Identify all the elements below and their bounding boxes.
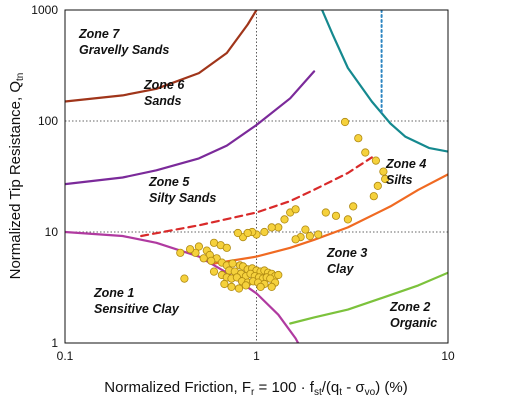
data-point [331,211,341,220]
zone-3-label: Zone 3 Clay [326,246,371,276]
data-point [369,192,378,201]
zone-6-label: Zone 6 Sands [143,78,188,108]
y-tick-label: 1 [51,336,58,350]
data-point [233,228,242,238]
data-point [349,202,358,211]
data-point [186,245,195,254]
data-point [227,282,236,291]
data-point [340,117,350,127]
data-point [241,281,250,290]
x-tick-label: 10 [441,349,455,363]
zone4-cap-boundary [321,10,448,153]
data-point [267,223,276,232]
x-tick-labels: 0.1 1 10 [57,349,455,363]
data-point [301,225,310,234]
grid-lines [65,10,448,343]
data-point [209,238,219,247]
x-axis-title: Normalized Friction, Fr = 100 · fst/(qt … [104,379,407,398]
zone-1-label: Zone 1 Sensitive Clay [93,286,180,316]
data-point [260,227,269,237]
y-tick-label: 100 [38,114,58,128]
x-tick-label: 0.1 [57,349,74,363]
y-tick-labels: 1 10 100 1000 [31,3,58,350]
data-point [267,282,276,291]
zone-2-label: Zone 2 Organic [389,300,437,330]
data-point [256,282,265,291]
data-point [274,270,283,280]
data-points [176,117,390,293]
zone-5-label: Zone 5 Silty Sands [148,175,216,205]
zone6-boundary [65,70,316,186]
data-point [343,215,352,224]
data-point [209,267,219,276]
data-point [291,205,300,214]
data-point [314,230,323,239]
y-tick-label: 10 [45,225,59,239]
data-point [379,167,388,176]
data-point [207,256,216,265]
zone3-boundary [212,173,448,265]
zone-4-label: Zone 4 Silts [385,157,430,187]
zone-7-label: Zone 7 Gravelly Sands [78,27,169,57]
data-point [354,134,363,143]
data-point [373,181,382,190]
y-axis-title: Normalized Tip Resistance, Qtn [7,73,26,280]
data-point [199,254,208,263]
data-point [291,235,300,244]
data-point [234,284,244,293]
data-point [176,248,185,257]
plot-frame [64,9,449,344]
data-point [180,274,189,283]
x-tick-label: 1 [253,349,260,363]
data-point [220,279,229,289]
data-point [381,174,390,184]
data-point [321,208,330,217]
data-point [243,228,252,238]
data-point [280,215,289,224]
y-tick-label: 1000 [31,3,58,17]
zone2-boundary [289,271,448,325]
data-point [228,259,237,268]
data-point [222,243,231,252]
zone-labels: Zone 7 Gravelly Sands Zone 6 Sands Zone … [78,27,437,330]
data-point [194,242,203,251]
zone7-boundary [65,10,258,103]
data-point [361,148,370,157]
data-point [305,231,314,241]
data-point [371,156,380,165]
zone5-zone4-boundary [140,156,373,238]
